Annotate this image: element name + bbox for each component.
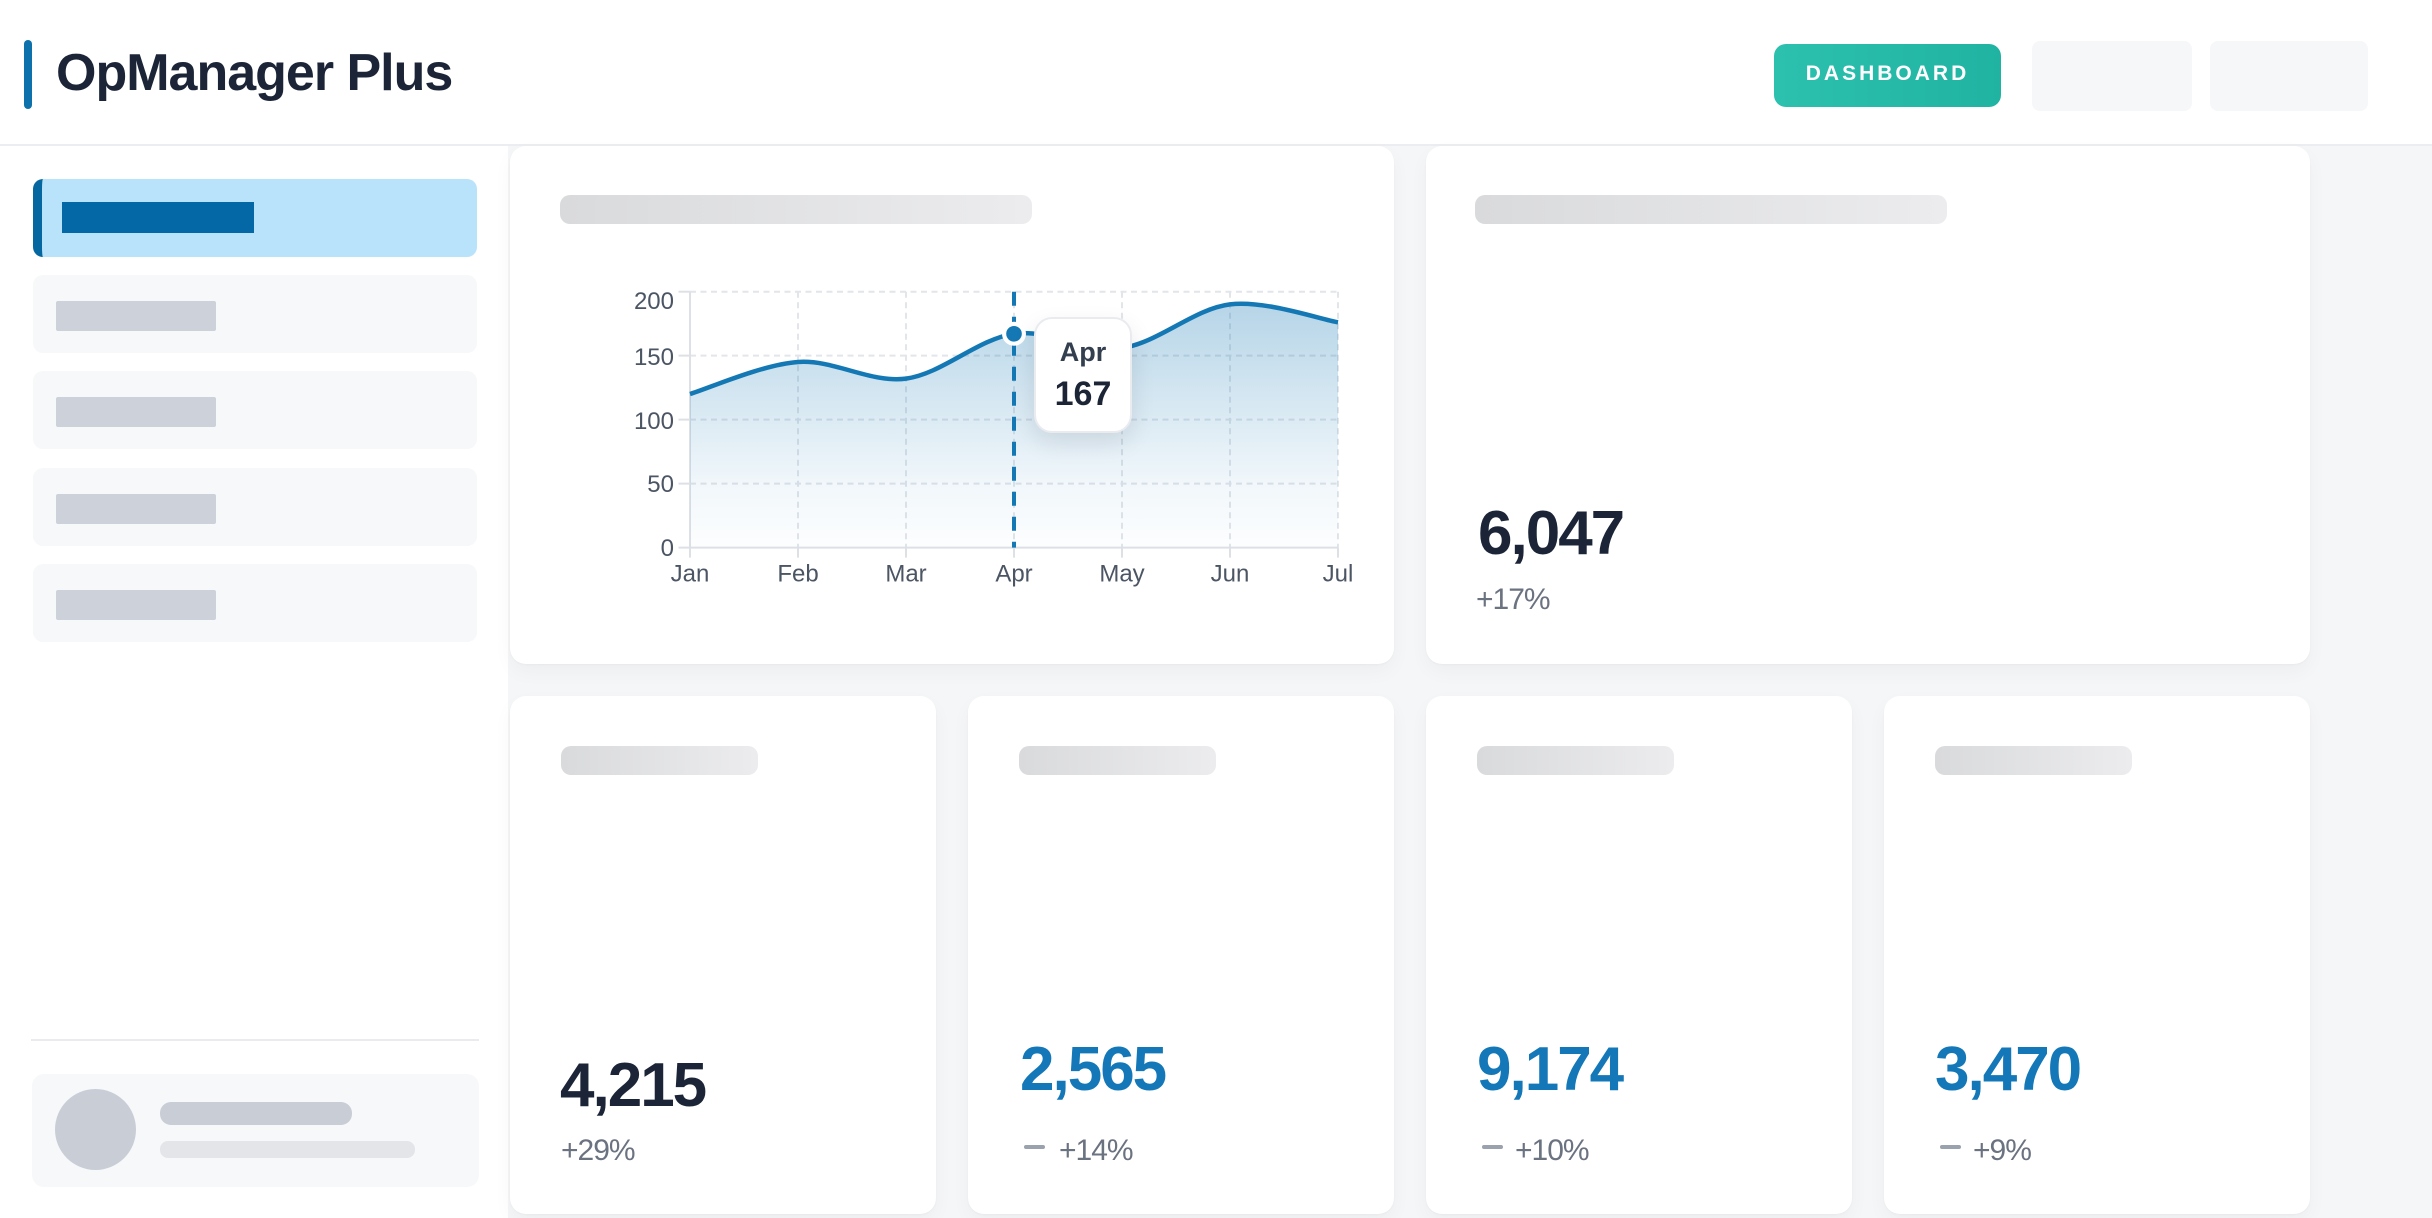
svg-text:100: 100 bbox=[634, 408, 674, 435]
svg-text:Jan: Jan bbox=[671, 561, 710, 588]
svg-text:0: 0 bbox=[661, 535, 674, 562]
svg-text:Jul: Jul bbox=[1323, 561, 1354, 588]
svg-text:150: 150 bbox=[634, 344, 674, 371]
svg-text:50: 50 bbox=[647, 471, 674, 498]
svg-text:200: 200 bbox=[634, 288, 674, 315]
svg-text:Mar: Mar bbox=[885, 561, 926, 588]
svg-text:Feb: Feb bbox=[777, 561, 818, 588]
svg-text:Apr: Apr bbox=[995, 561, 1032, 588]
svg-text:May: May bbox=[1099, 561, 1144, 588]
svg-text:Jun: Jun bbox=[1211, 561, 1250, 588]
